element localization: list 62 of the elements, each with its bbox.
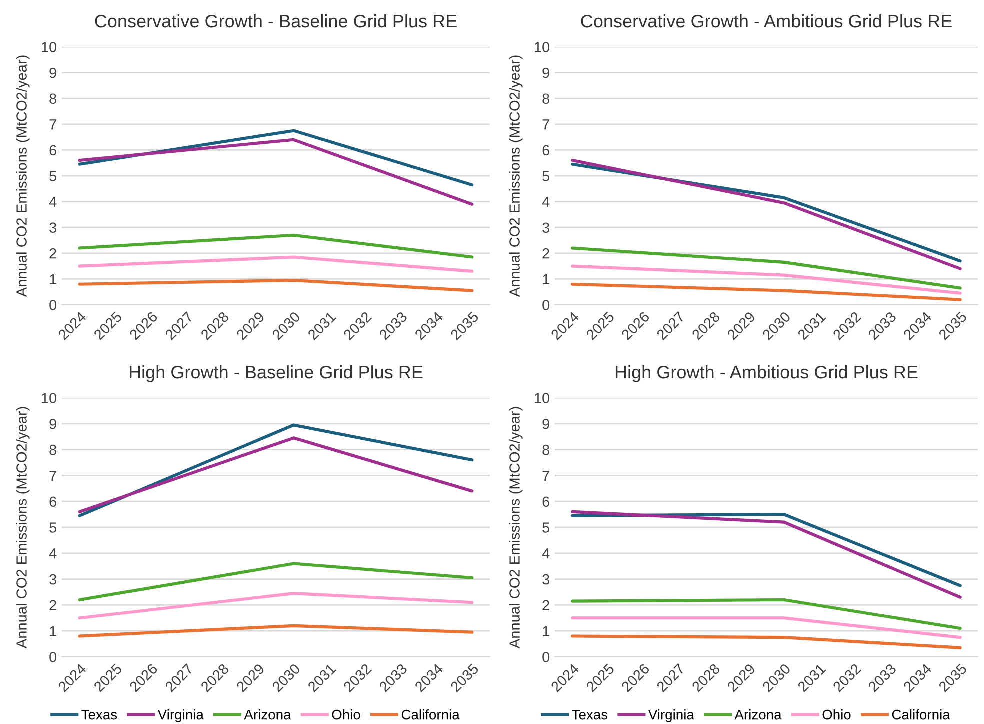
y-tick-label: 6 [50,496,56,508]
y-tick-label: 10 [535,42,550,52]
y-tick-label: 6 [50,145,56,156]
y-tick-label: 10 [42,393,57,404]
chart-title: Conservative Growth - Baseline Grid Plus RE [95,14,457,28]
y-tick-label: 3 [50,574,56,585]
legend-label: Ohio [332,710,360,720]
y-axis-title: Annual CO2 Emissions (MtCO2/year) [509,407,523,649]
y-tick-label: 5 [50,522,57,533]
y-tick-label: 6 [542,145,550,156]
y-tick-label: 7 [50,120,56,130]
y-tick-label: 7 [50,470,56,481]
legend-label: California [892,710,950,720]
y-tick-label: 4 [542,197,550,208]
y-axis-title: Annual CO2 Emissions (MtCO2/year) [16,407,30,649]
y-tick-label: 8 [542,444,550,456]
y-tick-label: 5 [542,522,550,533]
legend-label: Arizona [244,710,292,720]
y-tick-label: 2 [542,600,550,610]
y-tick-label: 0 [50,300,57,310]
y-tick-label: 9 [542,419,550,430]
legend-label: California [402,710,460,720]
y-tick-label: 9 [542,68,550,78]
y-tick-label: 6 [542,496,550,508]
legend-label: Texas [82,710,118,720]
y-tick-label: 1 [50,274,56,284]
y-tick-label: 3 [542,574,550,585]
legend-label: Texas [572,710,608,720]
y-tick-label: 2 [50,600,56,610]
y-tick-label: 0 [542,300,550,310]
chart-title: Conservative Growth - Ambitious Grid Plus RE [581,14,952,28]
chart-title: High Growth - Baseline Grid Plus RE [130,365,423,382]
y-tick-label: 5 [542,171,550,182]
y-axis-title: Annual CO2 Emissions (MtCO2/year) [16,56,30,298]
y-tick-label: 4 [542,548,550,559]
y-tick-label: 0 [542,652,550,662]
legend-label: Ohio [822,710,851,720]
y-tick-label: 2 [542,248,550,259]
legend-label: Arizona [734,710,782,720]
y-tick-label: 2 [50,248,56,259]
y-tick-label: 8 [50,444,57,456]
y-tick-label: 4 [49,197,57,208]
y-axis-title: Annual CO2 Emissions (MtCO2/year) [509,56,523,298]
legend-label: Virginia [158,710,204,722]
y-tick-label: 9 [50,68,56,78]
y-tick-label: 9 [50,419,56,430]
y-tick-label: 1 [50,626,56,636]
y-tick-label: 10 [42,42,57,52]
y-tick-label: 8 [542,94,550,104]
chart-title: High Growth - Ambitious Grid Plus RE [616,365,918,382]
y-tick-label: 1 [543,626,550,636]
y-tick-label: 10 [535,393,550,404]
y-tick-label: 3 [542,222,550,234]
y-tick-label: 4 [49,548,57,559]
legend-label: Virginia [648,710,694,722]
y-tick-label: 7 [542,470,550,481]
y-tick-label: 5 [50,171,57,182]
y-tick-label: 8 [50,94,57,104]
y-tick-label: 3 [50,222,56,234]
y-tick-label: 7 [542,120,550,130]
y-tick-label: 1 [543,274,550,284]
y-tick-label: 0 [50,652,57,662]
